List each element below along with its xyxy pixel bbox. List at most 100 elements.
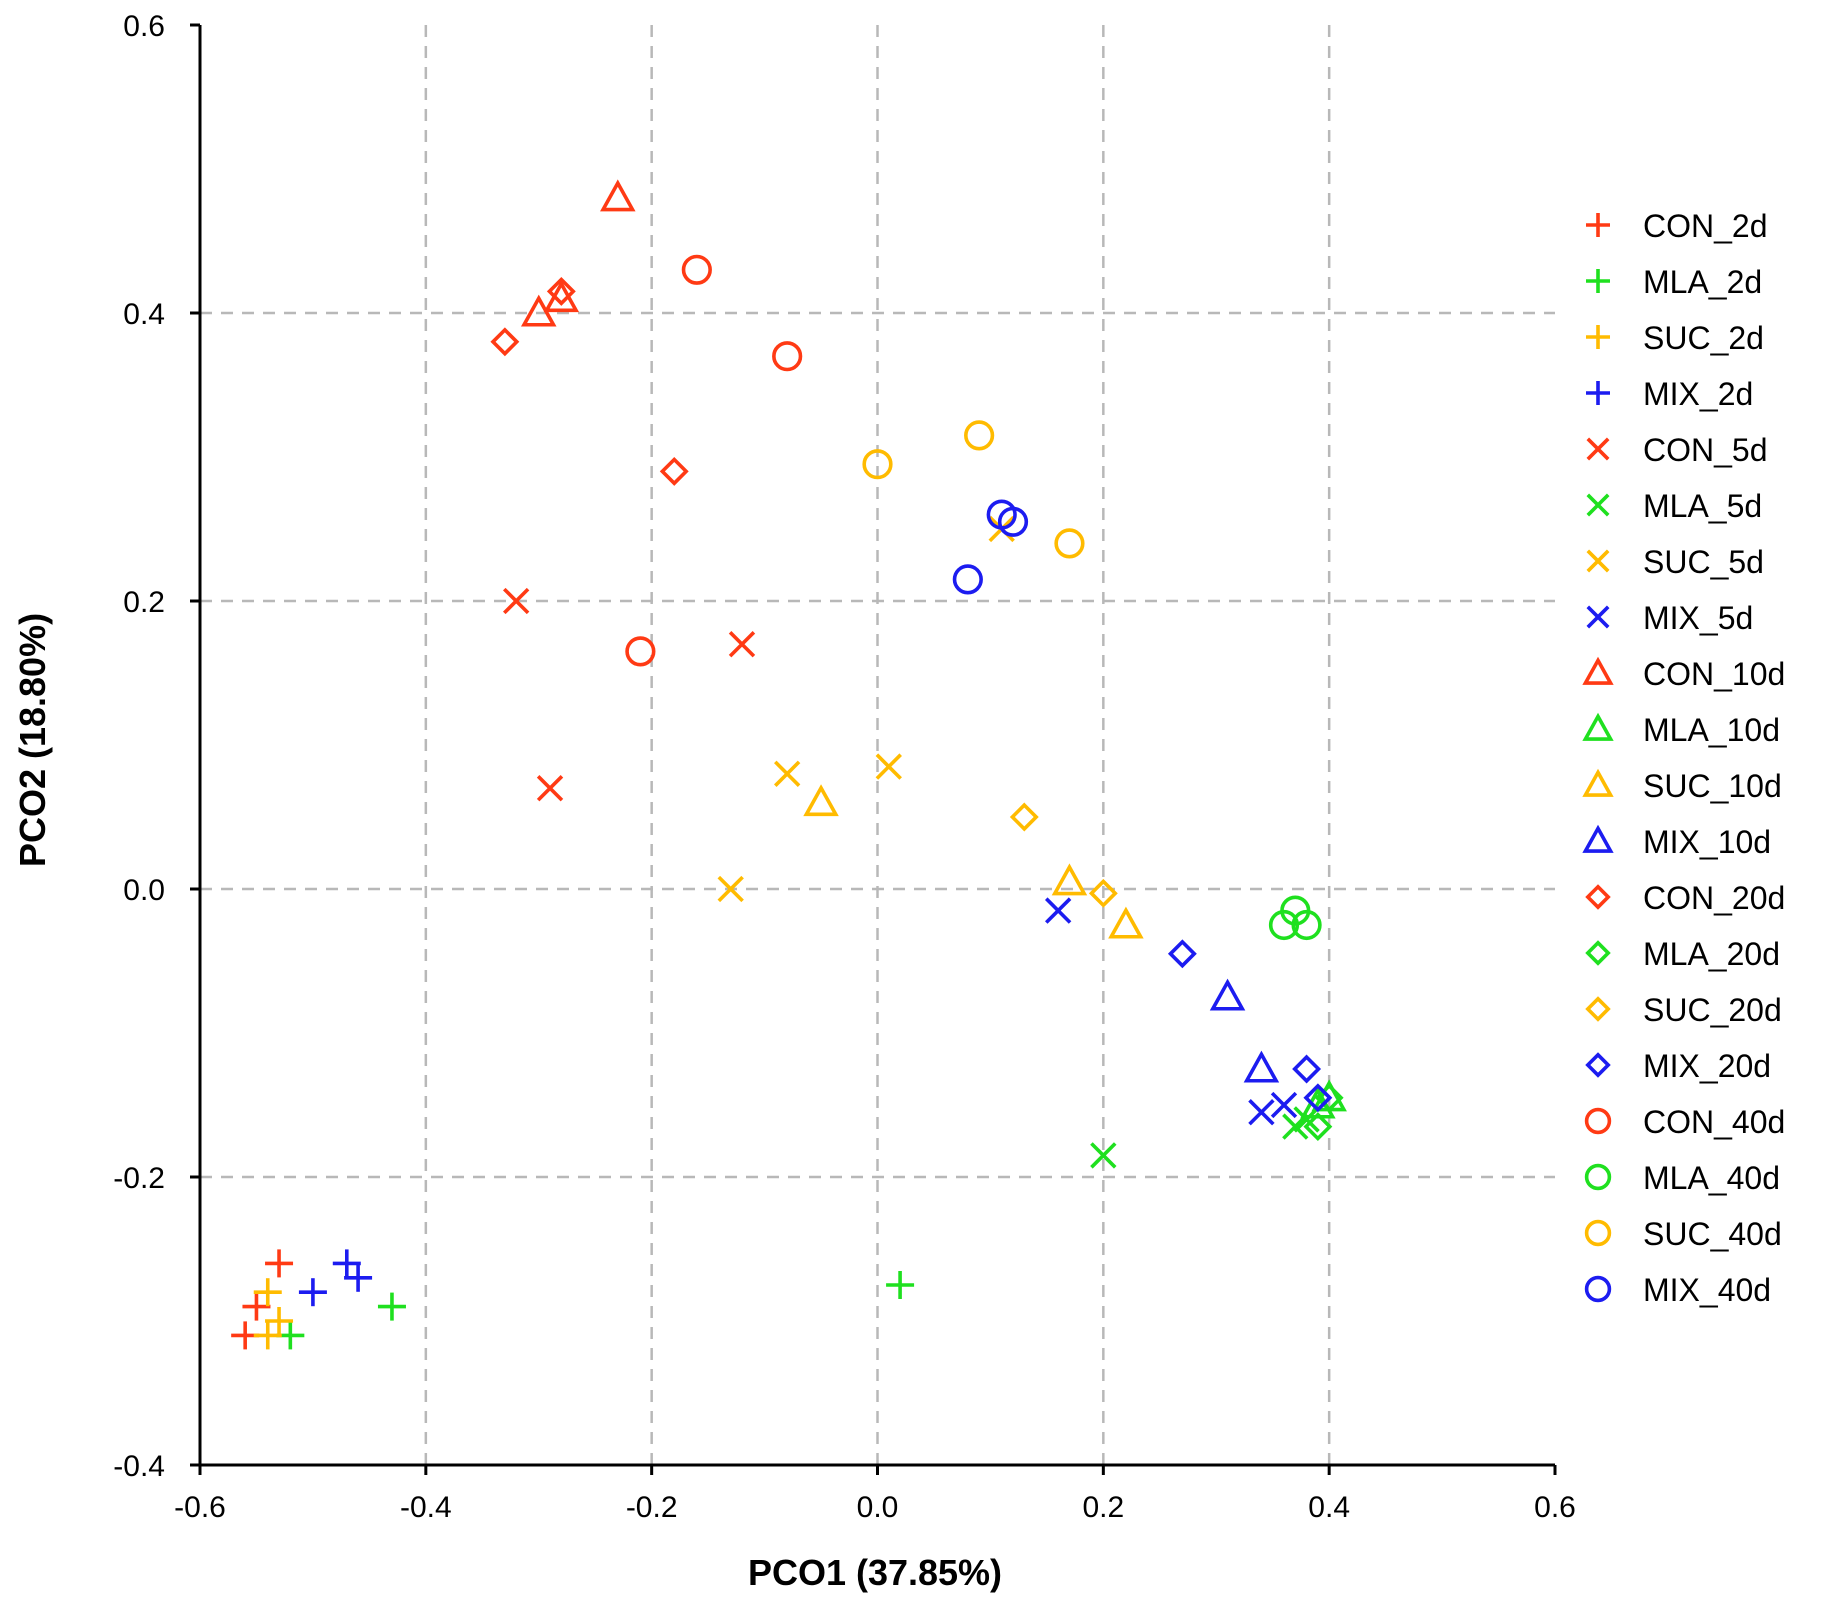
point-suc_20d [1088, 878, 1118, 908]
point-suc_10d [803, 784, 839, 817]
legend-marker [1585, 884, 1611, 910]
point-suc_5d [875, 753, 902, 780]
legend-label: CON_10d [1643, 656, 1785, 692]
point-suc_5d [773, 760, 801, 787]
legend-item-suc_40d: SUC_40d [1584, 1216, 1782, 1252]
point-mix_2d [332, 1249, 361, 1278]
point-con_2d [265, 1249, 294, 1278]
legend-label: MLA_40d [1643, 1160, 1780, 1196]
legend-marker [1586, 549, 1610, 573]
legend-marker [1586, 437, 1610, 461]
y-axis-title: PCO2 (18.80%) [12, 613, 53, 867]
x-tick-label: 0.6 [1534, 1491, 1576, 1524]
point-suc_10d [1108, 906, 1144, 939]
legend-marker [1584, 1219, 1612, 1247]
point-mla_40d [1291, 909, 1322, 941]
point-con_5d [728, 631, 756, 658]
legend-item-suc_20d: SUC_20d [1585, 992, 1782, 1028]
y-tick-label: -0.2 [113, 1162, 165, 1195]
point-con_20d [490, 327, 520, 357]
point-suc_2d [253, 1321, 282, 1350]
point-mix_10d [1243, 1050, 1280, 1083]
point-suc_40d [1054, 528, 1085, 559]
point-mix_40d [952, 564, 983, 595]
legend-item-mix_2d: MIX_2d [1586, 376, 1753, 412]
legend-item-mix_10d: MIX_10d [1582, 824, 1771, 860]
legend-marker [1586, 269, 1610, 293]
legend-item-con_10d: CON_10d [1582, 656, 1785, 692]
legend-label: SUC_20d [1643, 992, 1782, 1028]
legend-marker [1585, 996, 1611, 1022]
legend-item-suc_5d: SUC_5d [1586, 544, 1764, 580]
point-mix_20d [1292, 1054, 1322, 1084]
legend-marker [1586, 213, 1610, 237]
y-tick-label: 0.6 [123, 10, 165, 43]
legend-item-mix_5d: MIX_5d [1586, 600, 1753, 636]
point-suc_2d [253, 1278, 282, 1307]
point-mix_5d [1248, 1099, 1275, 1126]
point-con_2d [242, 1292, 271, 1321]
point-mix_20d [1167, 939, 1197, 969]
legend-label: MLA_10d [1643, 712, 1780, 748]
point-con_10d [600, 179, 636, 212]
legend-item-suc_10d: SUC_10d [1582, 768, 1782, 804]
legend-item-mix_20d: MIX_20d [1585, 1048, 1771, 1084]
legend-marker [1586, 493, 1610, 517]
point-mla_40d [1268, 909, 1300, 941]
point-con_5d [536, 775, 564, 802]
point-mix_10d [1209, 978, 1246, 1011]
axes: -0.6 -0.4 -0.2 0.0 0.2 0.4 0.6 -0.4 -0.2 0.0 0.2 0.… [113, 10, 1576, 1524]
point-con_20d [659, 456, 689, 486]
x-tick-label: 0.4 [1308, 1491, 1350, 1524]
legend-item-con_5d: CON_5d [1586, 432, 1768, 468]
legend-label: SUC_2d [1643, 320, 1764, 356]
legend-item-mla_20d: MLA_20d [1585, 936, 1780, 972]
legend-label: CON_20d [1643, 880, 1785, 916]
legend-marker [1582, 656, 1614, 685]
point-mla_20d [1314, 1083, 1344, 1113]
point-mla_5d [1293, 1106, 1320, 1133]
legend-item-mla_10d: MLA_10d [1582, 712, 1780, 748]
gridlines [200, 25, 1555, 1465]
point-mla_2d [377, 1292, 406, 1321]
point-suc_20d [1009, 802, 1039, 832]
point-con_40d [681, 254, 712, 285]
point-suc_2d [265, 1307, 294, 1335]
legend-label: MLA_5d [1643, 488, 1762, 524]
legend-label: MIX_5d [1643, 600, 1753, 636]
point-suc_40d [964, 420, 995, 451]
point-mla_5d [1090, 1142, 1117, 1169]
legend-item-con_40d: CON_40d [1584, 1104, 1785, 1140]
legend-marker [1582, 712, 1614, 741]
point-mix_40d [997, 506, 1029, 537]
legend-label: MLA_2d [1643, 264, 1762, 300]
legend-label: MIX_40d [1643, 1272, 1771, 1308]
data-points [231, 179, 1347, 1350]
legend-item-con_20d: CON_20d [1585, 880, 1785, 916]
legend: CON_2d MLA_2d SUC_2d MIX_2d CON_5d MLA_5d SUC_… [1582, 208, 1785, 1308]
legend-label: SUC_10d [1643, 768, 1782, 804]
legend-marker [1584, 1107, 1612, 1135]
y-tick-label: 0.4 [123, 298, 165, 331]
point-mla_2d [886, 1271, 915, 1299]
point-mix_2d [344, 1263, 373, 1292]
x-tick-label: 0.0 [857, 1491, 899, 1524]
x-tick-label: -0.2 [626, 1491, 678, 1524]
legend-marker [1586, 325, 1610, 349]
point-con_40d [772, 341, 803, 372]
x-axis-title: PCO1 (37.85%) [748, 1552, 1002, 1593]
point-mla_20d [1303, 1112, 1333, 1142]
legend-item-mix_40d: MIX_40d [1584, 1272, 1771, 1308]
x-tick-label: 0.2 [1082, 1491, 1124, 1524]
legend-item-mla_5d: MLA_5d [1586, 488, 1762, 524]
legend-label: CON_40d [1643, 1104, 1785, 1140]
point-con_20d [546, 276, 576, 306]
legend-marker [1586, 605, 1610, 629]
y-tick-label: 0.2 [123, 586, 165, 619]
legend-label: CON_5d [1643, 432, 1768, 468]
legend-label: MIX_20d [1643, 1048, 1771, 1084]
y-tick-label: 0.0 [123, 874, 165, 907]
point-suc_10d [1051, 863, 1088, 896]
legend-label: SUC_40d [1643, 1216, 1782, 1252]
legend-item-con_2d: CON_2d [1586, 208, 1768, 244]
